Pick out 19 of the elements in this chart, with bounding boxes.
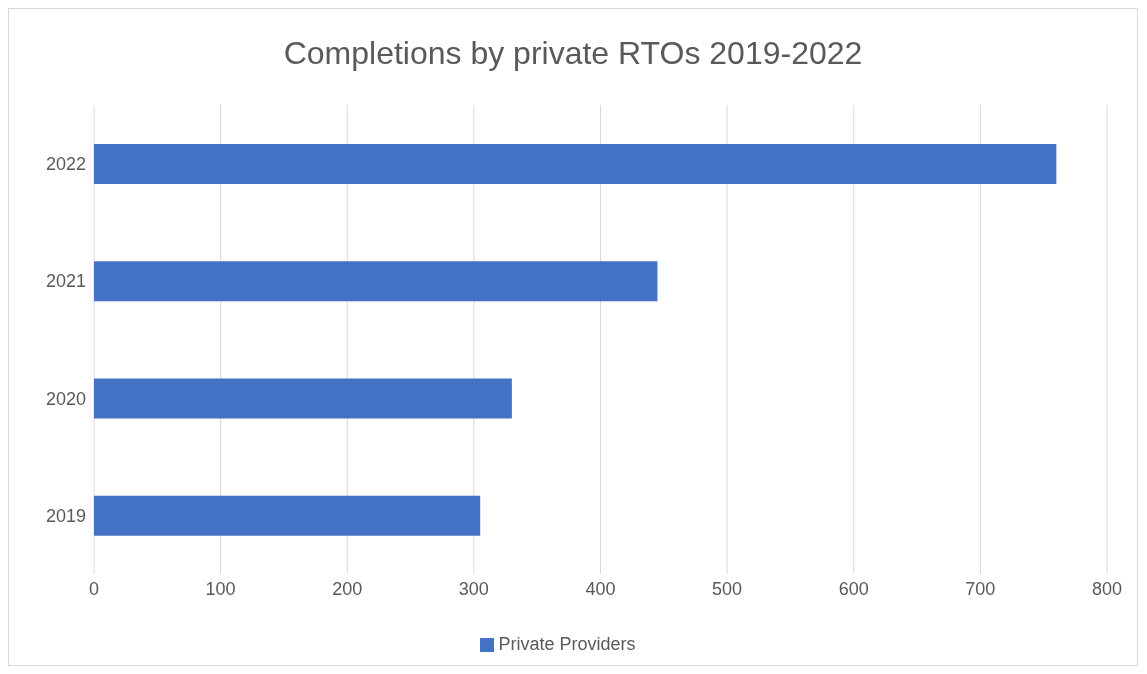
x-tick-label: 200 — [332, 578, 363, 599]
x-tick-label: 800 — [1091, 578, 1123, 599]
x-tick-label: 600 — [838, 578, 869, 599]
bar — [94, 495, 481, 536]
y-tick-label: 2021 — [45, 271, 86, 292]
chart-title: Completions by private RTOs 2019-2022 — [282, 35, 864, 73]
legend-label: Private Providers — [498, 634, 636, 654]
x-tick-label: 500 — [712, 578, 743, 599]
y-tick-label: 2022 — [45, 154, 86, 175]
x-tick-label: 100 — [205, 578, 236, 599]
bar — [94, 378, 512, 419]
y-tick-label: 2019 — [45, 505, 86, 526]
x-tick-label: 400 — [585, 578, 616, 599]
y-tick-label: 2020 — [45, 388, 86, 409]
x-tick-label: 300 — [458, 578, 489, 599]
bar — [94, 261, 658, 302]
x-tick-label: 700 — [965, 578, 996, 599]
x-tick-label: 0 — [88, 578, 100, 599]
bar — [94, 144, 1057, 184]
